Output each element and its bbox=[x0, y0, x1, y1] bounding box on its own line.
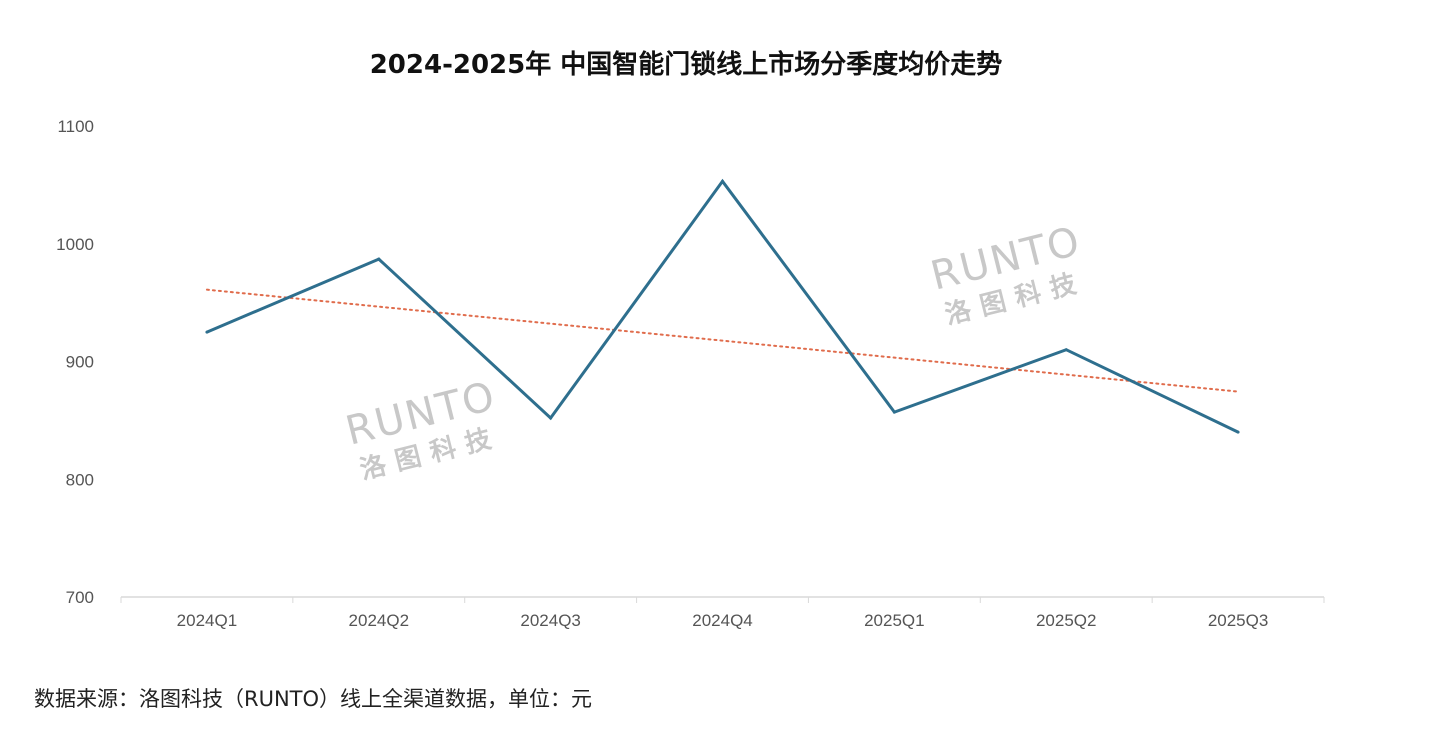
axes: 700 800 900 1000 1100 2024Q1 2024Q2 2024Q3 2024Q… bbox=[56, 117, 1325, 630]
data-point bbox=[892, 410, 896, 414]
series-line bbox=[206, 178, 1239, 434]
source-note: 数据来源：洛图科技（RUNTO）线上全渠道数据，单位：元 bbox=[34, 687, 593, 711]
data-point bbox=[1064, 348, 1068, 352]
x-tick-label: 2024Q3 bbox=[520, 611, 581, 630]
x-tick-label: 2024Q2 bbox=[349, 611, 410, 630]
y-tick-label: 700 bbox=[66, 588, 94, 607]
x-tick-label: 2025Q2 bbox=[1036, 611, 1097, 630]
y-tick-label: 900 bbox=[66, 353, 94, 372]
x-tick-label: 2024Q1 bbox=[177, 611, 238, 630]
data-point bbox=[205, 330, 209, 334]
trendline-group bbox=[205, 288, 1240, 393]
series-group bbox=[205, 178, 1240, 434]
x-tick-label: 2025Q1 bbox=[864, 611, 925, 630]
x-tick-label: 2025Q3 bbox=[1208, 611, 1269, 630]
x-tick-label: 2024Q4 bbox=[692, 611, 753, 630]
y-tick-label: 1100 bbox=[57, 117, 94, 136]
trendline bbox=[205, 288, 1240, 393]
chart-title: 2024-2025年 中国智能门锁线上市场分季度均价走势 bbox=[369, 50, 1003, 80]
y-tick-label: 800 bbox=[66, 470, 94, 489]
data-point bbox=[377, 257, 381, 261]
y-tick-label: 1000 bbox=[56, 235, 94, 254]
data-point bbox=[1236, 430, 1240, 434]
data-point bbox=[721, 179, 724, 183]
data-point bbox=[549, 416, 553, 420]
